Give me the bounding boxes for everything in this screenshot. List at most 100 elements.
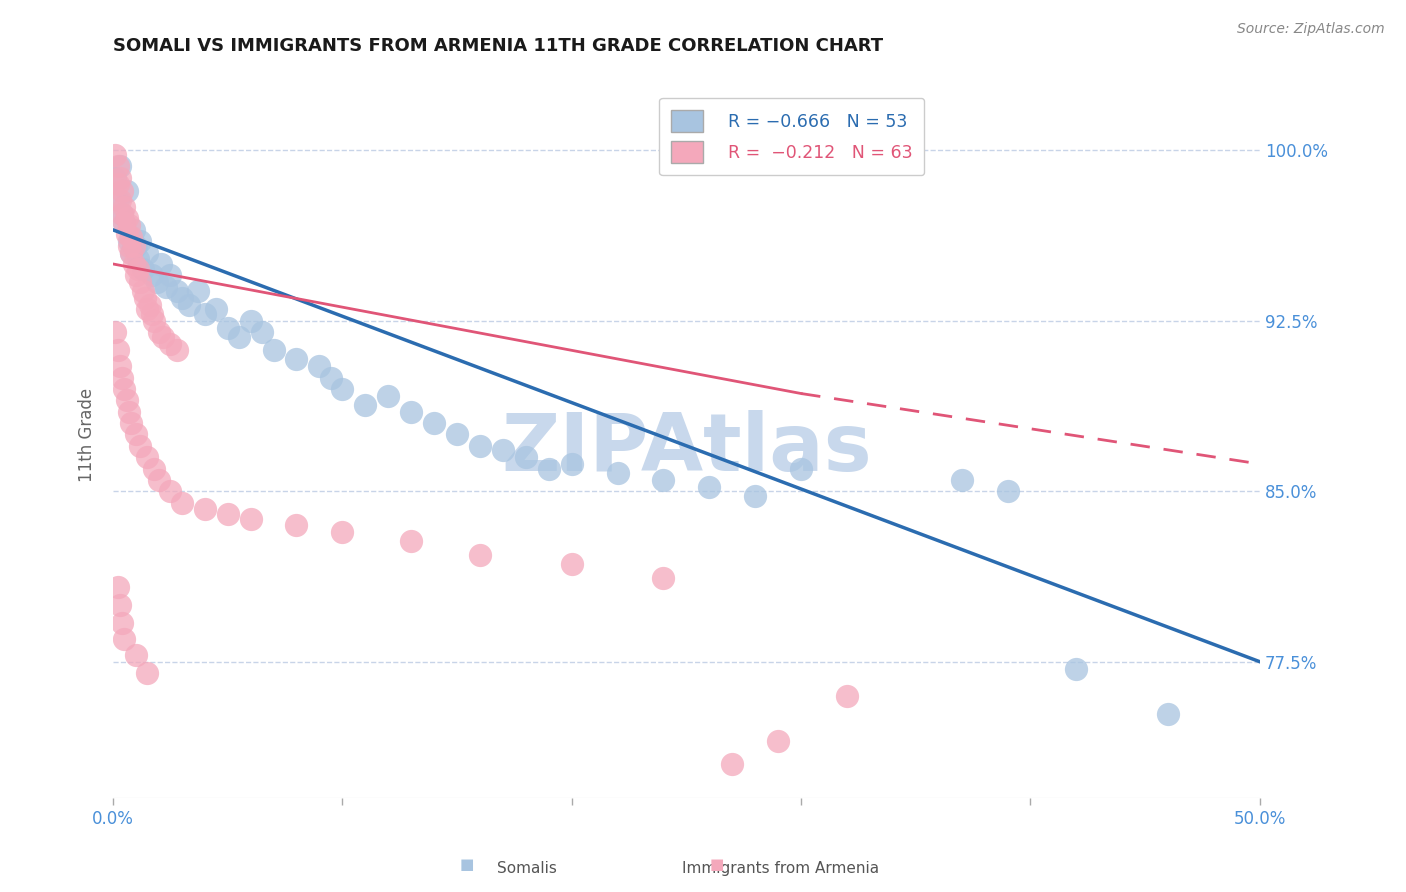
Point: [166, 284, 188, 298]
Point: [108, 359, 131, 374]
Point: [537, 461, 560, 475]
Point: [170, 495, 193, 509]
Point: [111, 207, 134, 221]
Point: [108, 170, 131, 185]
Point: [141, 307, 163, 321]
Point: [141, 268, 163, 283]
Point: [515, 450, 537, 465]
Point: [166, 343, 188, 358]
Point: [177, 298, 200, 312]
Point: [127, 252, 149, 267]
Point: [399, 405, 422, 419]
Point: [108, 159, 131, 173]
Point: [118, 239, 141, 253]
Point: [150, 257, 173, 271]
Text: ■: ■: [460, 857, 474, 872]
Point: [492, 443, 515, 458]
Point: [159, 268, 181, 283]
Point: [143, 314, 166, 328]
Point: [606, 466, 628, 480]
Point: [118, 219, 141, 233]
Point: [115, 211, 138, 226]
Text: Immigrants from Armenia: Immigrants from Armenia: [682, 861, 879, 876]
Point: [997, 484, 1019, 499]
Text: ■: ■: [710, 857, 724, 872]
Point: [446, 427, 468, 442]
Text: SOMALI VS IMMIGRANTS FROM ARMENIA 11TH GRADE CORRELATION CHART: SOMALI VS IMMIGRANTS FROM ARMENIA 11TH G…: [112, 37, 883, 55]
Point: [217, 320, 239, 334]
Point: [699, 480, 721, 494]
Point: [138, 298, 160, 312]
Point: [330, 382, 353, 396]
Point: [125, 239, 148, 253]
Point: [134, 291, 156, 305]
Point: [120, 245, 142, 260]
Point: [354, 398, 377, 412]
Point: [285, 518, 308, 533]
Point: [170, 291, 193, 305]
Point: [120, 229, 142, 244]
Point: [423, 416, 446, 430]
Point: [835, 689, 858, 703]
Point: [145, 275, 167, 289]
Point: [652, 571, 675, 585]
Point: [104, 325, 127, 339]
Point: [115, 184, 138, 198]
Point: [377, 389, 399, 403]
Point: [155, 279, 177, 293]
Point: [132, 284, 155, 298]
Point: [107, 194, 129, 208]
Point: [112, 632, 135, 646]
Point: [136, 302, 159, 317]
Point: [250, 325, 273, 339]
Point: [111, 616, 134, 631]
Point: [561, 557, 583, 571]
Y-axis label: 11th Grade: 11th Grade: [79, 387, 96, 482]
Point: [115, 227, 138, 242]
Point: [159, 336, 181, 351]
Point: [239, 314, 262, 328]
Point: [129, 275, 152, 289]
Point: [104, 170, 127, 185]
Text: Source: ZipAtlas.com: Source: ZipAtlas.com: [1237, 22, 1385, 37]
Point: [120, 245, 142, 260]
Legend:   R = −0.666   N = 53,   R =  −0.212   N = 63: R = −0.666 N = 53, R = −0.212 N = 63: [659, 97, 924, 175]
Point: [127, 261, 149, 276]
Point: [950, 473, 973, 487]
Point: [148, 325, 170, 339]
Point: [766, 734, 789, 748]
Point: [239, 511, 262, 525]
Text: Somalis: Somalis: [498, 861, 557, 876]
Point: [263, 343, 285, 358]
Point: [308, 359, 330, 374]
Point: [136, 245, 159, 260]
Point: [129, 439, 152, 453]
Point: [112, 382, 135, 396]
Point: [111, 184, 134, 198]
Point: [136, 450, 159, 465]
Point: [399, 534, 422, 549]
Point: [132, 261, 155, 276]
Point: [125, 648, 148, 662]
Point: [319, 370, 342, 384]
Point: [125, 427, 148, 442]
Point: [744, 489, 766, 503]
Point: [129, 234, 152, 248]
Point: [122, 223, 145, 237]
Point: [285, 352, 308, 367]
Point: [104, 148, 127, 162]
Point: [228, 329, 250, 343]
Point: [120, 416, 142, 430]
Point: [148, 473, 170, 487]
Point: [108, 194, 131, 208]
Point: [107, 580, 129, 594]
Point: [122, 239, 145, 253]
Point: [1157, 706, 1180, 721]
Point: [107, 343, 129, 358]
Point: [143, 461, 166, 475]
Point: [330, 525, 353, 540]
Text: ZIPAtlas: ZIPAtlas: [501, 410, 872, 488]
Point: [108, 598, 131, 612]
Point: [561, 457, 583, 471]
Point: [111, 370, 134, 384]
